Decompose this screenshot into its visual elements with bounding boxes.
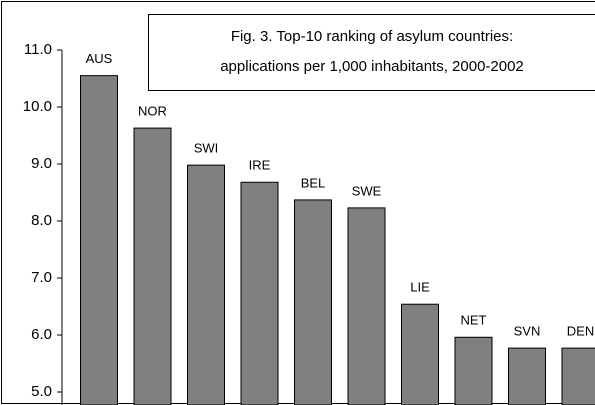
bar xyxy=(133,127,172,405)
bar-category-label: NET xyxy=(461,313,487,328)
y-tick-label: 7.0 xyxy=(31,269,52,286)
y-tick-label: 10.0 xyxy=(23,98,52,115)
bar-category-label: SWI xyxy=(194,141,219,156)
bar-category-label: IRE xyxy=(249,158,271,173)
bar xyxy=(561,347,595,405)
y-tick-label: 11.0 xyxy=(24,41,52,58)
y-tick-label: 9.0 xyxy=(31,155,52,172)
y-tick-label: 5.0 xyxy=(31,383,52,400)
chart-title: applications per 1,000 inhabitants, 2000… xyxy=(220,58,524,75)
bar xyxy=(80,75,118,405)
bar-category-label: AUS xyxy=(86,51,113,66)
bar-category-label: SWE xyxy=(352,183,382,198)
bar xyxy=(187,164,225,405)
bar-category-label: LIE xyxy=(410,280,430,295)
bar-category-label: SVN xyxy=(514,324,541,339)
title-box xyxy=(148,14,595,91)
bar-category-label: DEN xyxy=(567,324,594,339)
bar xyxy=(347,207,386,405)
chart-title: Fig. 3. Top-10 ranking of asylum countri… xyxy=(231,28,513,45)
bar xyxy=(240,181,279,405)
y-tick-label: 6.0 xyxy=(31,326,52,343)
bar xyxy=(401,303,439,405)
bar xyxy=(454,336,493,405)
bar-category-label: BEL xyxy=(301,175,326,190)
y-tick-label: 8.0 xyxy=(31,212,52,229)
bar-category-label: NOR xyxy=(138,104,167,119)
bar xyxy=(508,347,546,405)
bar xyxy=(294,199,332,405)
